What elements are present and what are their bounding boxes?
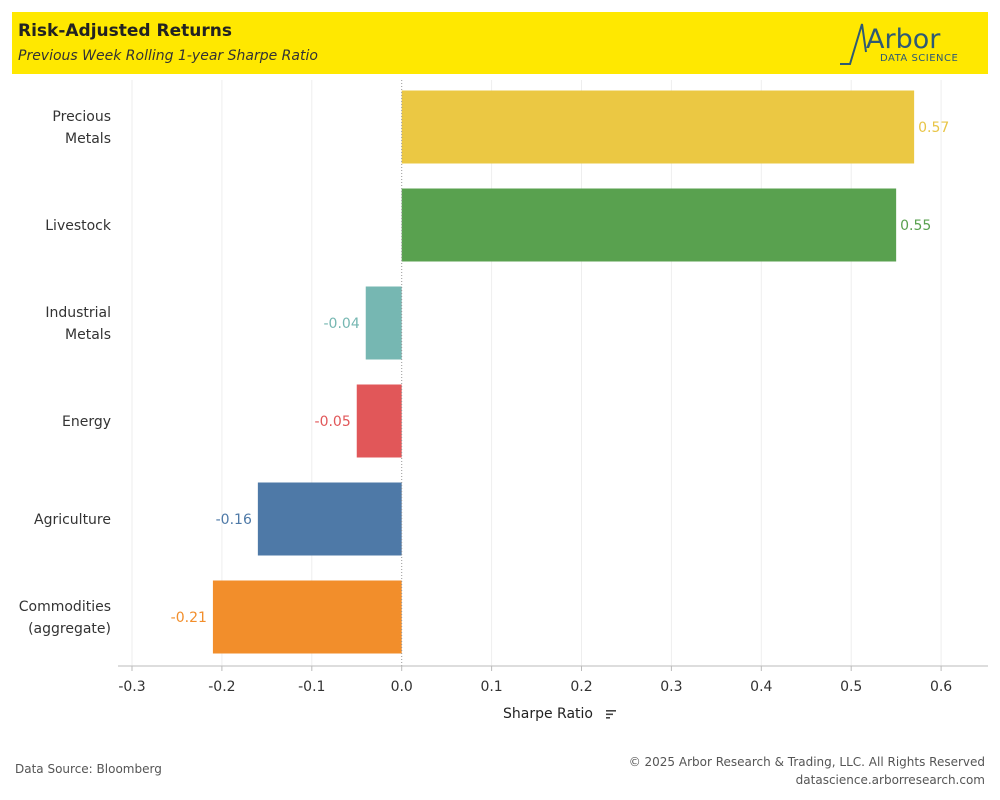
data-label-4: -0.16 xyxy=(216,512,252,528)
category-label-5: Commodities (aggregate) xyxy=(19,599,111,637)
data-label-5: -0.21 xyxy=(171,610,207,626)
logo-mark-icon xyxy=(840,23,867,65)
x-tick-label: -0.1 xyxy=(298,679,325,695)
category-label-line: Agriculture xyxy=(34,512,111,528)
x-tick-label: 0.1 xyxy=(480,679,502,695)
data-label-2: -0.04 xyxy=(324,316,360,332)
chart-subtitle: Previous Week Rolling 1-year Sharpe Rati… xyxy=(18,48,318,64)
category-label-2: Industrial Metals xyxy=(45,305,111,343)
data-label-0: 0.57 xyxy=(918,120,949,136)
bar-4 xyxy=(257,482,402,556)
x-tick-label: 0.3 xyxy=(660,679,682,695)
chart-title: Risk-Adjusted Returns xyxy=(18,21,232,41)
chart-header: Risk-Adjusted Returns Previous Week Roll… xyxy=(12,12,988,74)
category-label-line: Metals xyxy=(65,131,111,147)
footer-credits: © 2025 Arbor Research & Trading, LLC. Al… xyxy=(629,753,985,789)
category-label-line: (aggregate) xyxy=(28,621,111,637)
bar-chart: 0.57 Precious Metals 0.55 Livestock -0.04 Indu… xyxy=(19,80,988,695)
category-label-line: Energy xyxy=(62,414,111,430)
logo-tagline: DATA SCIENCE xyxy=(880,53,959,64)
category-label-line: Precious xyxy=(52,109,111,125)
sort-descending-icon[interactable] xyxy=(605,708,617,720)
x-tick-label: 0.4 xyxy=(750,679,772,695)
x-tick-label: 0.5 xyxy=(840,679,862,695)
arbor-logo: Arbor DATA SCIENCE xyxy=(840,18,960,70)
bar-1 xyxy=(401,188,897,262)
data-source: Data Source: Bloomberg xyxy=(15,762,162,776)
category-label-line: Metals xyxy=(65,327,111,343)
x-tick-label: 0.6 xyxy=(930,679,952,695)
x-tick-label: 0.2 xyxy=(570,679,592,695)
x-tick-label: -0.2 xyxy=(208,679,235,695)
data-label-3: -0.05 xyxy=(315,414,351,430)
category-label-1: Livestock xyxy=(45,218,112,234)
category-label-0: Precious Metals xyxy=(52,109,111,147)
bar-0 xyxy=(401,90,915,164)
category-label-line: Livestock xyxy=(45,218,112,234)
copyright-text: © 2025 Arbor Research & Trading, LLC. Al… xyxy=(628,755,985,769)
bar-5 xyxy=(212,580,402,654)
x-tick-label: 0.0 xyxy=(391,679,413,695)
category-label-line: Industrial xyxy=(45,305,111,321)
bar-3 xyxy=(356,384,402,458)
data-label-1: 0.55 xyxy=(900,218,931,234)
website-link[interactable]: datascience.arborresearch.com xyxy=(795,773,985,787)
category-label-line: Commodities xyxy=(19,599,111,615)
x-axis-title: Sharpe Ratio xyxy=(503,706,593,722)
category-label-4: Agriculture xyxy=(34,512,111,528)
x-tick-label: -0.3 xyxy=(118,679,145,695)
bar-2 xyxy=(365,286,402,360)
category-label-3: Energy xyxy=(62,414,111,430)
logo-wordmark: Arbor xyxy=(866,24,941,55)
